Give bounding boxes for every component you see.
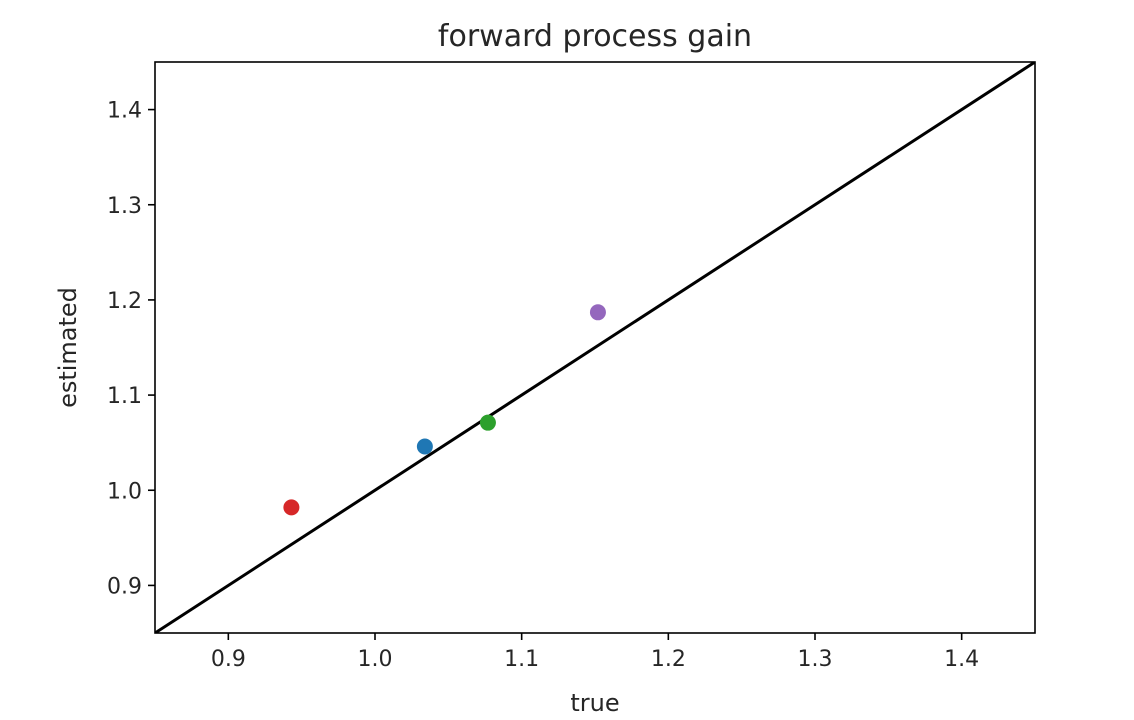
y-tick-label: 1.1 (107, 384, 142, 409)
plot-frame (154, 61, 1036, 634)
plot-area: 0.9 1.0 1.1 1.2 1.3 1.4 0.9 1.0 1.1 1.2 1.3 1.4 (107, 61, 1036, 672)
data-point (416, 438, 433, 455)
data-point (479, 414, 496, 431)
x-tick-label: 1.4 (944, 647, 979, 672)
y-tick-label: 0.9 (107, 574, 142, 599)
x-axis-label: true (570, 689, 619, 717)
y-tick-label: 1.4 (107, 99, 142, 124)
x-tick-label: 0.9 (211, 647, 246, 672)
y-axis-label: estimated (54, 287, 82, 408)
y-tick-label: 1.2 (107, 289, 142, 314)
x-tick-label: 1.0 (358, 647, 393, 672)
x-tick-label: 1.3 (798, 647, 833, 672)
chart-title: forward process gain (438, 19, 752, 54)
data-point (283, 499, 300, 516)
y-tick-label: 1.0 (107, 479, 142, 504)
reference-line (155, 62, 1035, 633)
data-point (589, 304, 606, 321)
y-tick-label: 1.3 (107, 194, 142, 219)
x-tick-label: 1.1 (504, 647, 539, 672)
x-tick-label: 1.2 (651, 647, 686, 672)
